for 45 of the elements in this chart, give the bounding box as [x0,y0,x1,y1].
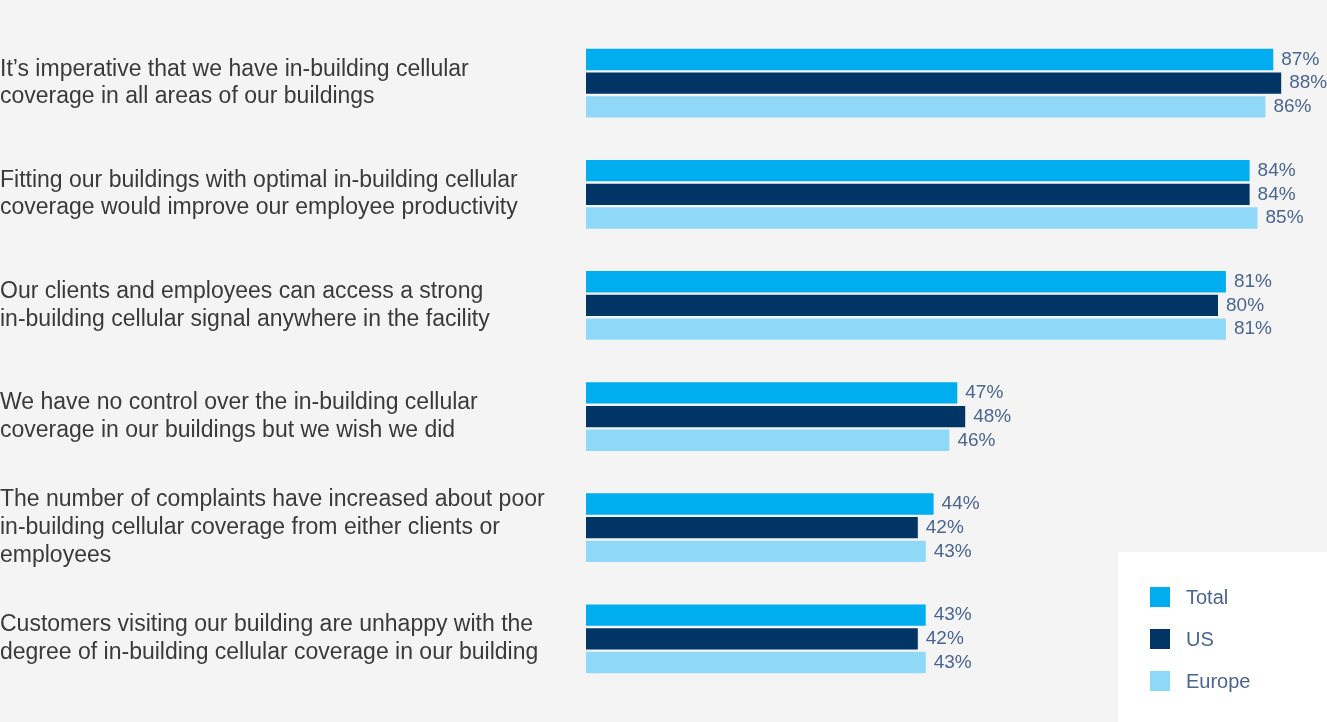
y-tick-label: Our clients and employees can access a strong in-building cellular signal anywhere in the facility [0,276,491,331]
data-label: 43% [933,603,972,625]
bar [586,294,1218,317]
data-label: 80% [1226,293,1265,315]
bar [586,48,1274,71]
data-label: 48% [973,404,1012,426]
data-label: 81% [1233,269,1273,291]
y-tick-label: We have no control over the in-building cellular coverage in our buildings but we wish we did [0,388,479,442]
bar [586,405,966,428]
y-tick-label: Customers visiting our building are unhappy with the degree of in-building cellular coverage in our building [0,610,539,664]
bar [586,429,950,451]
data-label: 47% [965,381,1004,403]
data-label: 42% [925,515,964,537]
bar [586,183,1250,205]
data-label: 87% [1281,47,1320,69]
data-label: 81% [1233,317,1273,339]
data-label: 43% [933,539,972,561]
legend-label: Total [1186,585,1229,609]
bar [586,271,1226,293]
bar [586,382,958,404]
bar [586,651,926,674]
y-tick-label: Fitting our buildings with optimal in-building cellular coverage would improve our employee productivity [0,165,519,220]
data-label: 84% [1257,182,1296,204]
bar [586,96,1266,118]
bar [586,159,1250,182]
bar [586,628,918,650]
bar [586,318,1226,340]
legend-label: US [1186,627,1214,651]
data-label: 88% [1289,71,1327,93]
y-tick-label: It’s imperative that we have in-building cellular coverage in all areas of our buildings [0,54,470,109]
data-label: 84% [1257,158,1296,180]
data-label: 42% [925,627,964,649]
bar [586,72,1282,94]
data-label: 44% [941,492,980,514]
bar [586,207,1258,229]
data-label: 86% [1273,95,1312,117]
bar [586,604,926,626]
bar [586,493,934,515]
data-label: 46% [957,428,996,450]
data-label: 85% [1265,206,1304,228]
legend-label: Europe [1186,669,1251,693]
bar [586,517,918,539]
bar [586,540,926,563]
data-label: 43% [933,650,972,672]
y-tick-label: The number of complaints have increased about poor in-building cellular coverage from either clients or employees [0,485,545,567]
